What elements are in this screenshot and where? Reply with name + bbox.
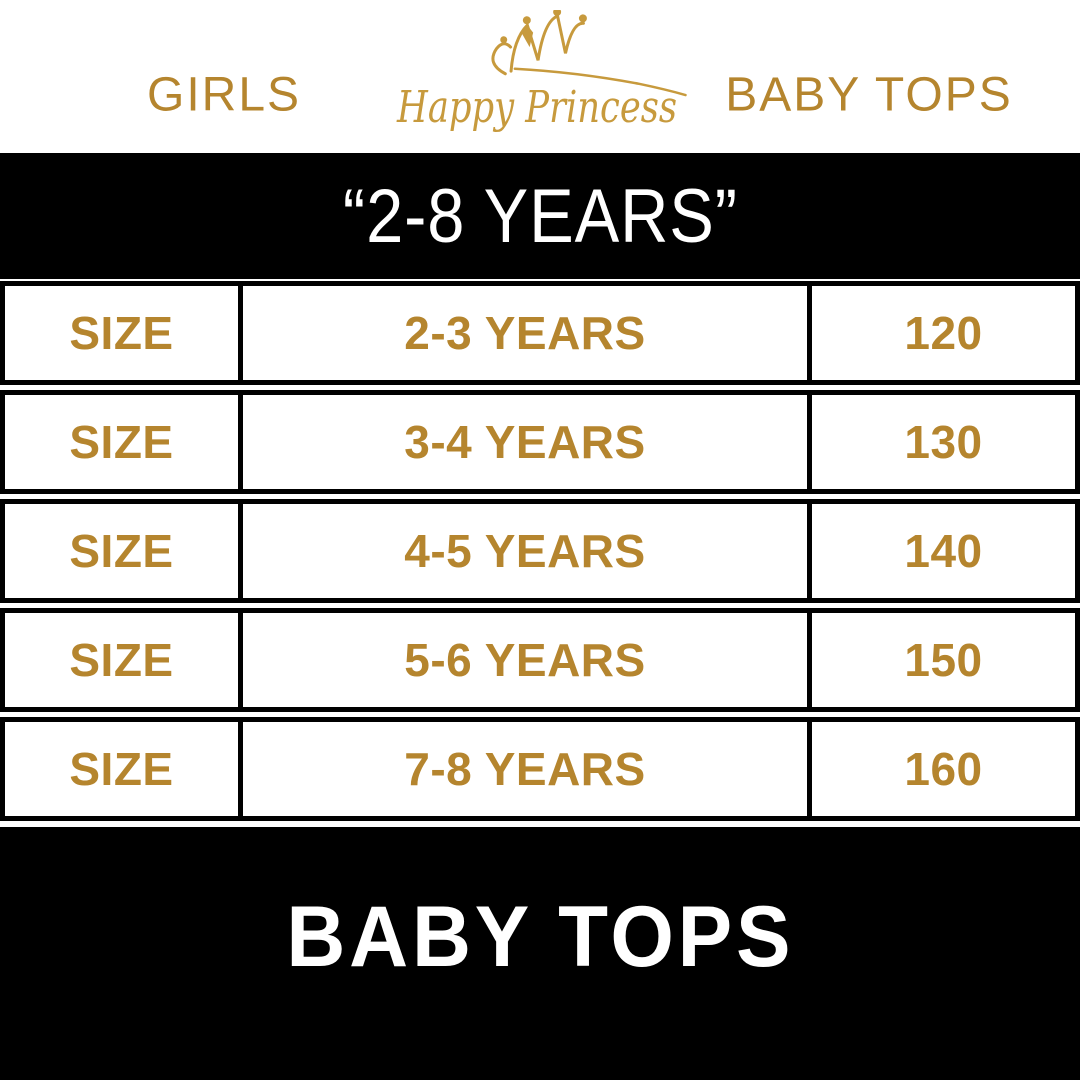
category-label-girls: GIRLS bbox=[146, 68, 302, 122]
size-label-cell: SIZE bbox=[5, 286, 238, 380]
size-number-cell: 140 bbox=[812, 504, 1075, 598]
age-range-value: 3-4 YEARS bbox=[404, 416, 646, 468]
table-row: SIZE 2-3 YEARS 120 bbox=[0, 281, 1080, 385]
age-range-cell: 4-5 YEARS bbox=[238, 504, 812, 598]
age-range-value: 4-5 YEARS bbox=[404, 525, 646, 577]
table-row: SIZE 4-5 YEARS 140 bbox=[0, 499, 1080, 603]
size-label-cell: SIZE bbox=[5, 722, 238, 816]
size-number-cell: 130 bbox=[812, 395, 1075, 489]
age-range-cell: 3-4 YEARS bbox=[238, 395, 812, 489]
size-number-value: 140 bbox=[904, 525, 983, 577]
size-number-cell: 120 bbox=[812, 286, 1075, 380]
age-range-value: 2-3 YEARS bbox=[404, 307, 646, 359]
size-label-cell: SIZE bbox=[5, 613, 238, 707]
category-label-baby-tops: BABY TOPS bbox=[725, 68, 1013, 122]
footer-banner: BABY TOPS bbox=[0, 827, 1080, 1080]
age-range-cell: 5-6 YEARS bbox=[238, 613, 812, 707]
age-range-cell: 2-3 YEARS bbox=[238, 286, 812, 380]
size-label: SIZE bbox=[69, 307, 174, 359]
size-table: SIZE 2-3 YEARS 120 SIZE 3-4 YEARS 130 SI… bbox=[0, 281, 1080, 826]
footer-title: BABY TOPS bbox=[286, 889, 794, 985]
age-range-text: “2-8 YEARS” bbox=[342, 173, 738, 259]
age-range-cell: 7-8 YEARS bbox=[238, 722, 812, 816]
size-label-cell: SIZE bbox=[5, 504, 238, 598]
size-label: SIZE bbox=[69, 525, 174, 577]
header: GIRLS Happy Princess BABY TOPS bbox=[0, 0, 1080, 153]
crown-icon bbox=[491, 10, 687, 97]
size-label: SIZE bbox=[69, 634, 174, 686]
table-row: SIZE 5-6 YEARS 150 bbox=[0, 608, 1080, 712]
brand-logo: Happy Princess bbox=[396, 10, 687, 133]
size-number-value: 160 bbox=[904, 743, 983, 795]
size-number-cell: 150 bbox=[812, 613, 1075, 707]
size-number-cell: 160 bbox=[812, 722, 1075, 816]
size-number-value: 120 bbox=[904, 307, 983, 359]
size-label-cell: SIZE bbox=[5, 395, 238, 489]
size-number-value: 130 bbox=[904, 416, 983, 468]
brand-name-text: Happy Princess bbox=[396, 82, 677, 133]
age-range-value: 7-8 YEARS bbox=[404, 743, 646, 795]
table-row: SIZE 7-8 YEARS 160 bbox=[0, 717, 1080, 821]
size-label: SIZE bbox=[69, 743, 174, 795]
table-row: SIZE 3-4 YEARS 130 bbox=[0, 390, 1080, 494]
age-range-banner: “2-8 YEARS” bbox=[0, 153, 1080, 279]
size-label: SIZE bbox=[69, 416, 174, 468]
age-range-value: 5-6 YEARS bbox=[404, 634, 646, 686]
size-number-value: 150 bbox=[904, 634, 983, 686]
